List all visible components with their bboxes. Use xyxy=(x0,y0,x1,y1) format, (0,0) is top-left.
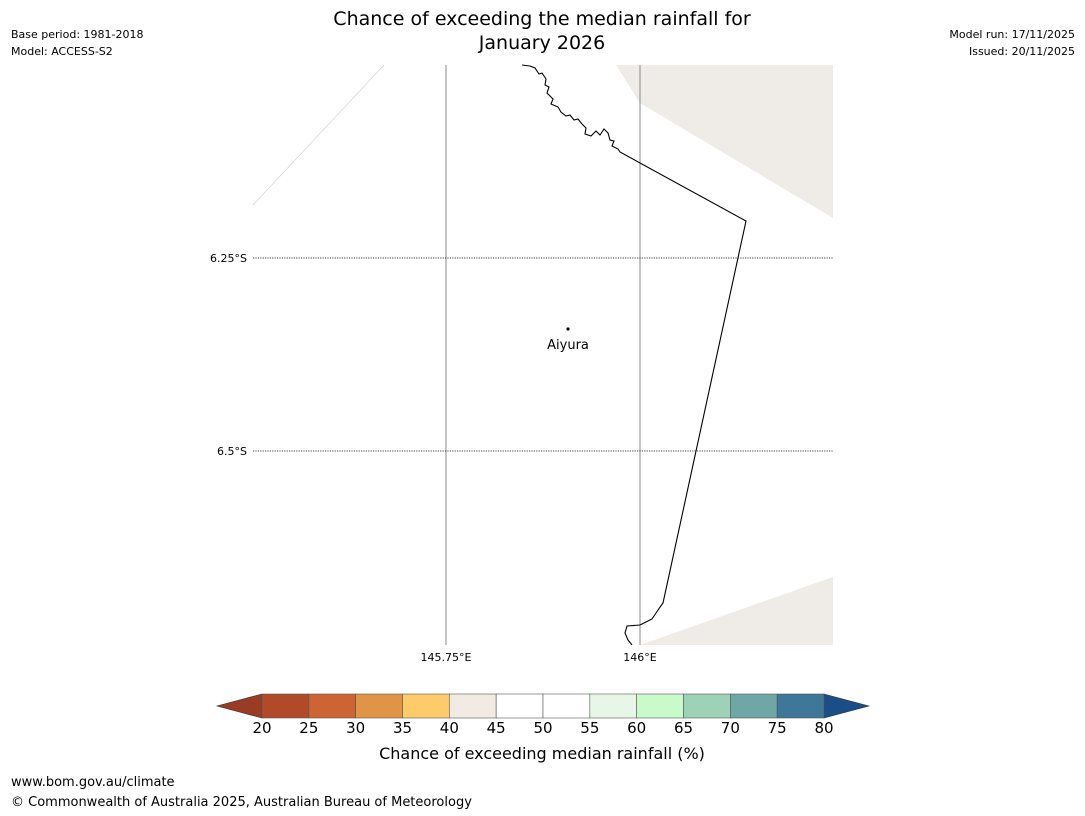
colorbar-tick-70: 70 xyxy=(720,719,740,737)
colorbar-tick-30: 30 xyxy=(346,719,366,737)
footer-copyright: © Commonwealth of Australia 2025, Austra… xyxy=(11,795,472,810)
colorbar-segment-45-50 xyxy=(495,693,544,719)
aiyura-label: Aiyura xyxy=(547,338,589,353)
colorbar-tick-75: 75 xyxy=(767,719,787,737)
colorbar-tick-65: 65 xyxy=(673,719,694,737)
title-line-2: January 2026 xyxy=(478,32,606,54)
aiyura-marker xyxy=(566,327,570,331)
colorbar-label: Chance of exceeding median rainfall (%) xyxy=(379,744,705,763)
colorbar-tick-40: 40 xyxy=(439,719,459,737)
colorbar-segment-75-80 xyxy=(776,693,825,719)
colorbar-segment-30-35 xyxy=(355,693,403,719)
page-title: Chance of exceeding the median rainfall … xyxy=(242,7,842,55)
lon-label-145-75: 145.75°E xyxy=(421,651,472,664)
footer-url[interactable]: www.bom.gov.au/climate xyxy=(11,775,175,790)
colorbar-segment-20-25 xyxy=(261,693,310,719)
colorbar-high-extend xyxy=(823,693,871,719)
land-shade-upper-right xyxy=(616,65,833,218)
lat-label-6-5: 6.5°S xyxy=(217,445,247,458)
model-run-text: Model run: 17/11/2025 xyxy=(949,28,1075,41)
colorbar-segment-70-75 xyxy=(730,693,778,719)
lat-label-6-25: 6.25°S xyxy=(210,252,247,265)
base-period-text: Base period: 1981-2018 xyxy=(11,28,144,41)
colorbar-segment-55-60 xyxy=(589,693,637,719)
colorbar-tick-55: 55 xyxy=(580,719,600,737)
issued-text: Issued: 20/11/2025 xyxy=(968,45,1075,58)
lon-label-146: 146°E xyxy=(623,651,656,664)
colorbar-tick-80: 80 xyxy=(814,719,834,737)
colorbar-segment-65-70 xyxy=(683,693,731,719)
colorbar-tick-20: 20 xyxy=(252,719,272,737)
colorbar-tick-50: 50 xyxy=(533,719,553,737)
colorbar-tick-45: 45 xyxy=(486,719,506,737)
colorbar-tick-25: 25 xyxy=(299,719,319,737)
colorbar-segment-35-40 xyxy=(402,693,450,719)
colorbar-segment-40-45 xyxy=(449,693,497,719)
colorbar-segment-50-55 xyxy=(542,693,591,719)
map-edge-line xyxy=(252,64,385,206)
colorbar-tick-35: 35 xyxy=(392,719,413,737)
model-text: Model: ACCESS-S2 xyxy=(11,45,113,58)
colorbar-low-extend xyxy=(215,693,263,719)
land-shade-lower-right xyxy=(640,577,833,645)
metadata-right: Model run: 17/11/2025 Issued: 20/11/2025 xyxy=(949,26,1075,60)
colorbar xyxy=(215,693,871,719)
colorbar-segment-60-65 xyxy=(636,693,684,719)
title-line-1: Chance of exceeding the median rainfall … xyxy=(333,8,751,30)
colorbar-segment-25-30 xyxy=(308,693,356,719)
border-line xyxy=(521,64,747,646)
metadata-left: Base period: 1981-2018 Model: ACCESS-S2 xyxy=(11,26,143,60)
colorbar-tick-60: 60 xyxy=(627,719,647,737)
